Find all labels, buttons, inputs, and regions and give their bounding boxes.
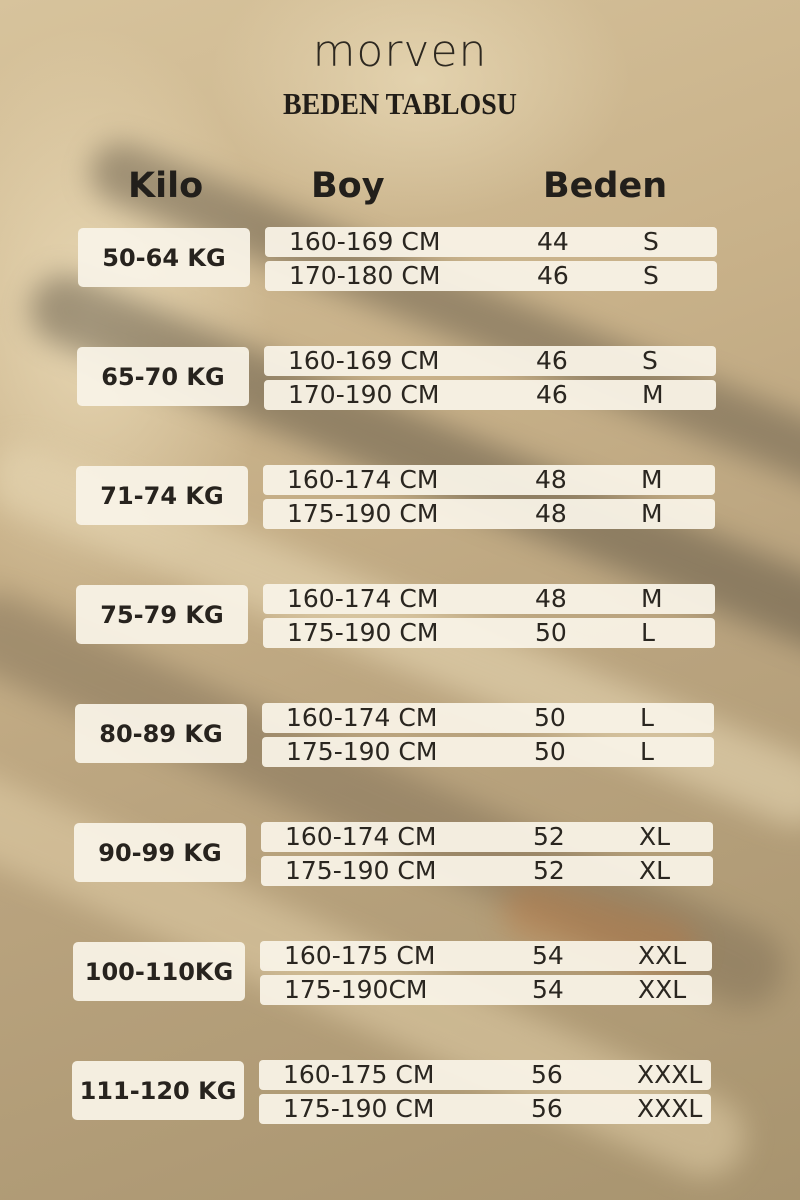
size-number: 46 [536,346,568,375]
height-range: 175-190CM [284,975,428,1004]
table-row: 170-180 CM 46 S [265,261,717,291]
height-range: 175-190 CM [283,1094,435,1123]
height-range: 160-174 CM [287,465,439,494]
size-number: 56 [531,1094,563,1123]
size-number: 56 [531,1060,563,1089]
table-row: 175-190 CM 52 XL [261,856,713,886]
page-title: BEDEN TABLOSU [283,86,517,121]
size-number: 46 [537,261,569,290]
size-number: 44 [537,227,569,256]
size-letter: XXL [638,941,687,970]
table-row: 175-190CM 54 XXL [260,975,712,1005]
size-number: 50 [534,737,566,766]
height-range: 175-190 CM [286,737,438,766]
size-letter: XL [639,822,671,851]
weight-range: 111-120 KG [72,1061,244,1120]
size-letter: L [641,618,655,647]
size-letter: S [643,227,659,256]
height-range: 160-169 CM [289,227,441,256]
weight-range: 71-74 KG [76,466,248,525]
header-kilo: Kilo [128,166,204,206]
height-range: 175-190 CM [287,618,439,647]
table-row: 160-174 CM 48 M [263,584,715,614]
size-letter: XXXL [637,1060,703,1089]
height-range: 175-190 CM [287,499,439,528]
size-letter: L [640,703,654,732]
size-number: 46 [536,380,568,409]
height-range: 170-190 CM [288,380,440,409]
height-range: 160-169 CM [288,346,440,375]
table-row: 175-190 CM 48 M [263,499,715,529]
header-boy: Boy [311,166,385,206]
weight-range: 65-70 KG [77,347,249,406]
table-row: 160-174 CM 50 L [262,703,714,733]
size-number: 48 [535,465,567,494]
size-letter: XXL [638,975,687,1004]
weight-range: 100-110KG [73,942,245,1001]
height-range: 160-175 CM [283,1060,435,1089]
size-letter: XL [639,856,671,885]
size-letter: M [642,380,664,409]
size-letter: S [643,261,659,290]
size-number: 48 [535,499,567,528]
weight-range: 80-89 KG [75,704,247,763]
size-number: 52 [533,856,565,885]
height-range: 160-174 CM [286,703,438,732]
header-beden: Beden [543,166,668,206]
weight-range: 90-99 KG [74,823,246,882]
table-row: 160-174 CM 52 XL [261,822,713,852]
size-letter: S [642,346,658,375]
table-row: 160-175 CM 56 XXXL [259,1060,711,1090]
size-number: 54 [532,975,564,1004]
height-range: 160-174 CM [285,822,437,851]
table-row: 175-190 CM 50 L [263,618,715,648]
table-row: 175-190 CM 56 XXXL [259,1094,711,1124]
table-row: 160-175 CM 54 XXL [260,941,712,971]
size-letter: M [641,584,663,613]
height-range: 160-174 CM [287,584,439,613]
weight-range: 50-64 KG [78,228,250,287]
table-row: 160-174 CM 48 M [263,465,715,495]
size-number: 54 [532,941,564,970]
size-letter: M [641,465,663,494]
brand-logo: morven [312,26,488,77]
weight-range: 75-79 KG [76,585,248,644]
table-row: 160-169 CM 46 S [264,346,716,376]
size-letter: M [641,499,663,528]
table-row: 175-190 CM 50 L [262,737,714,767]
height-range: 160-175 CM [284,941,436,970]
size-letter: L [640,737,654,766]
size-number: 52 [533,822,565,851]
size-letter: XXXL [637,1094,703,1123]
height-range: 170-180 CM [289,261,441,290]
size-number: 48 [535,584,567,613]
table-row: 170-190 CM 46 M [264,380,716,410]
size-number: 50 [535,618,567,647]
height-range: 175-190 CM [285,856,437,885]
table-row: 160-169 CM 44 S [265,227,717,257]
size-number: 50 [534,703,566,732]
